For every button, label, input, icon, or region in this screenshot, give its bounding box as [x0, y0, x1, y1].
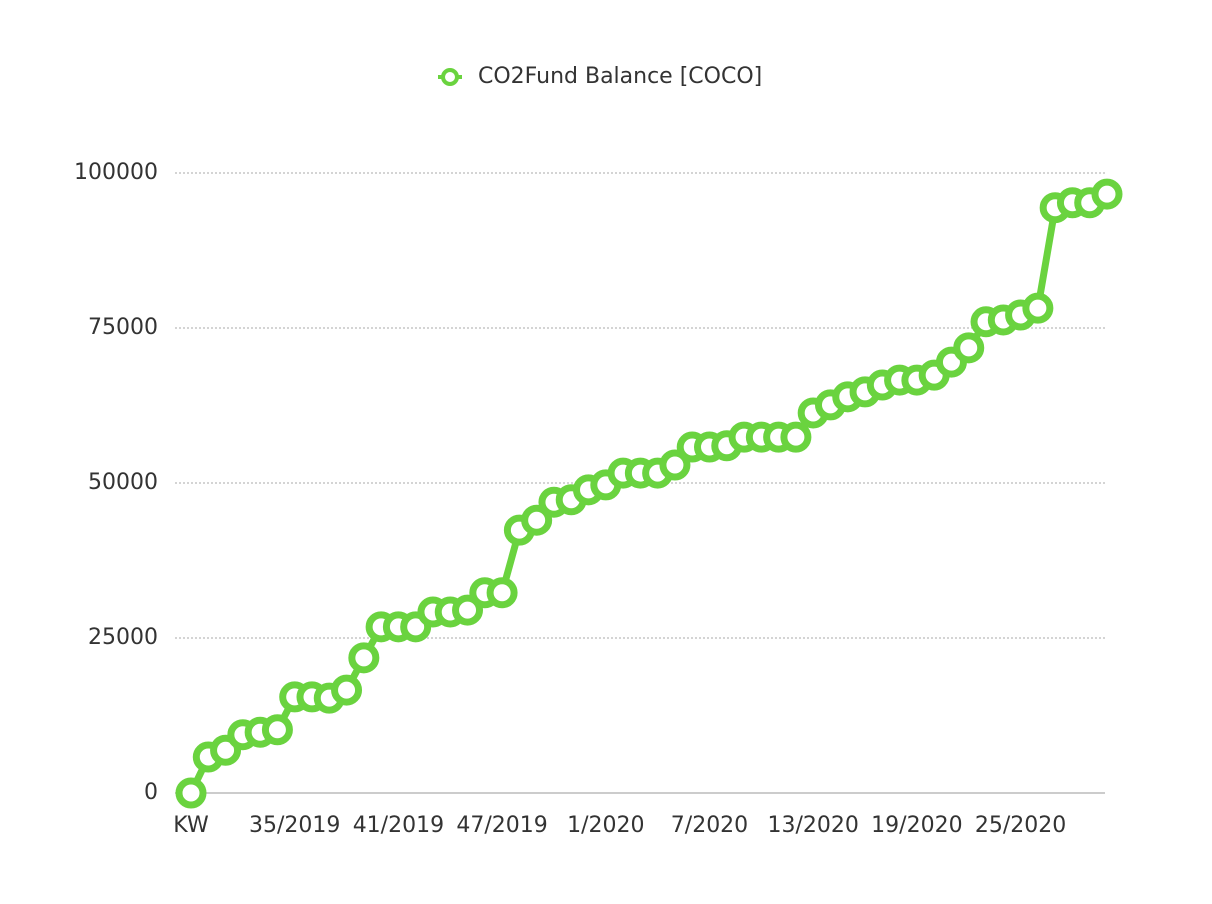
y-tick-label: 50000 [88, 470, 158, 495]
x-tick-label: 41/2019 [353, 813, 444, 838]
data-point [348, 642, 380, 674]
data-point [953, 332, 985, 364]
x-tick-label: 35/2019 [249, 813, 340, 838]
x-tick-label: KW [173, 813, 209, 838]
y-tick-label: 100000 [74, 160, 158, 185]
data-point [261, 714, 293, 746]
y-tick-label: 75000 [88, 315, 158, 340]
x-tick-label: 13/2020 [767, 813, 858, 838]
data-point [486, 577, 518, 609]
x-tick-label: 19/2020 [871, 813, 962, 838]
data-point [1022, 292, 1054, 324]
data-point [780, 421, 812, 453]
y-tick-label: 0 [144, 780, 158, 805]
x-tick-label: 47/2019 [456, 813, 547, 838]
data-point [659, 449, 691, 481]
data-point [452, 594, 484, 626]
data-point [175, 777, 207, 809]
x-tick-label: 25/2020 [975, 813, 1066, 838]
legend-label: CO2Fund Balance [COCO] [478, 64, 762, 89]
x-tick-label: 7/2020 [671, 813, 748, 838]
y-tick-label: 25000 [88, 625, 158, 650]
legend-marker [441, 68, 459, 86]
x-tick-label: 1/2020 [567, 813, 644, 838]
data-point [521, 504, 553, 536]
data-point [331, 674, 363, 706]
data-point [1091, 178, 1123, 210]
